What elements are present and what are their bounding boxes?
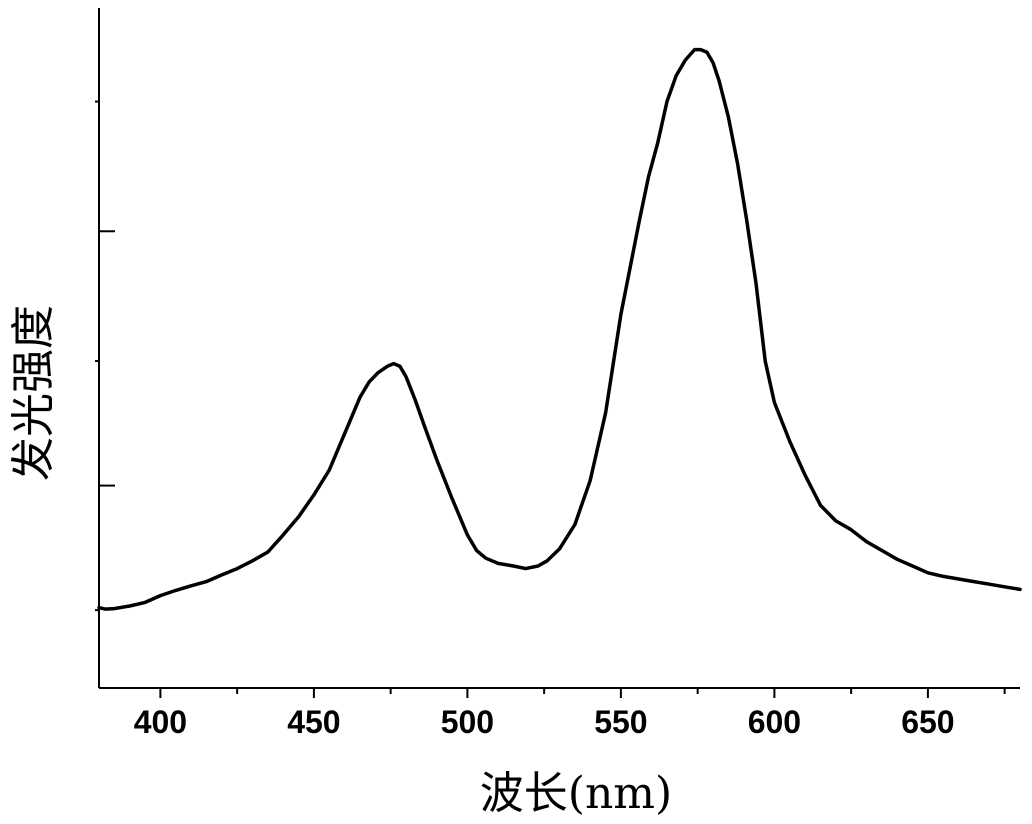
x-tick-label-500: 500 (441, 704, 494, 740)
y-axis-title: 发光强度 (8, 305, 59, 481)
x-tick-label-450: 450 (287, 704, 340, 740)
x-tick-labels: 400 450 500 550 600 650 (134, 704, 955, 740)
x-tick-label-650: 650 (901, 704, 954, 740)
x-tick-label-600: 600 (748, 704, 801, 740)
axes (95, 8, 1020, 698)
x-tick-label-550: 550 (594, 704, 647, 740)
x-axis-title: 波长(nm) (480, 768, 672, 819)
x-tick-label-400: 400 (134, 704, 187, 740)
emission-spectrum-line (99, 50, 1020, 610)
